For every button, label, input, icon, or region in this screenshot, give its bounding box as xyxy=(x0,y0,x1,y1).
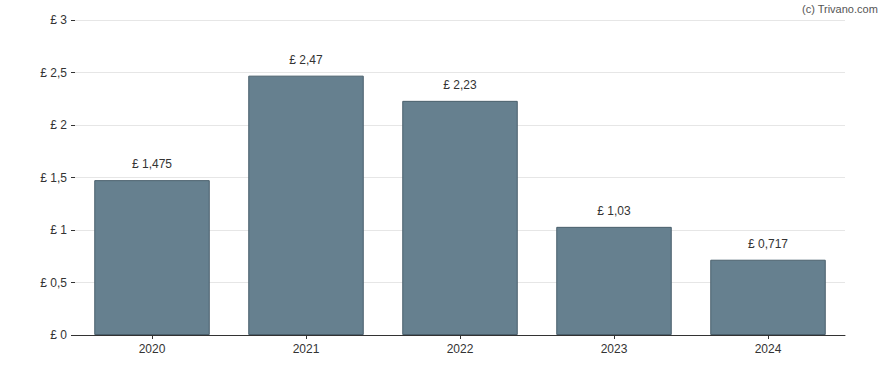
svg-text:£ 1: £ 1 xyxy=(50,223,67,237)
svg-text:£ 2: £ 2 xyxy=(50,118,67,132)
svg-text:2022: 2022 xyxy=(447,342,474,356)
svg-text:£ 1,5: £ 1,5 xyxy=(40,171,67,185)
svg-text:£ 0: £ 0 xyxy=(50,328,67,342)
svg-text:2021: 2021 xyxy=(293,342,320,356)
svg-text:£ 2,5: £ 2,5 xyxy=(40,66,67,80)
svg-text:£ 0,5: £ 0,5 xyxy=(40,276,67,290)
svg-text:2024: 2024 xyxy=(755,342,782,356)
svg-text:£ 1,03: £ 1,03 xyxy=(597,204,631,218)
svg-text:2020: 2020 xyxy=(139,342,166,356)
svg-text:£ 0,717: £ 0,717 xyxy=(748,237,788,251)
svg-text:£ 1,475: £ 1,475 xyxy=(132,157,172,171)
svg-text:£ 3: £ 3 xyxy=(50,13,67,27)
svg-text:2023: 2023 xyxy=(601,342,628,356)
svg-text:(c) Trivano.com: (c) Trivano.com xyxy=(802,3,878,15)
svg-text:£ 2,23: £ 2,23 xyxy=(443,78,477,92)
svg-text:£ 2,47: £ 2,47 xyxy=(289,53,323,67)
